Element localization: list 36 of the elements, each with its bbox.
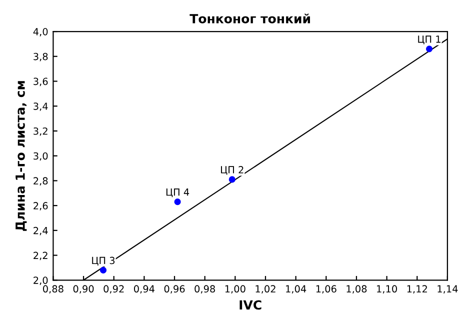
chart-title: Тонконог тонкий: [190, 14, 310, 24]
y-tick-label: 3,4: [34, 102, 48, 111]
y-tick-label: 3,2: [34, 127, 48, 136]
point: [228, 176, 236, 183]
annotation: ЦП 1: [418, 36, 440, 44]
annotation: ЦП 3: [92, 256, 115, 266]
y-tick-label: 3,6: [34, 78, 48, 86]
y-tick-label: 4,0: [33, 28, 48, 36]
x-tick-label: 1,06: [316, 285, 336, 294]
x-tick-label: 0,96: [164, 285, 185, 294]
x-tick-label: 0,98: [194, 285, 215, 294]
y-axis-title: Длина 1-го листа, см: [16, 81, 27, 231]
point: [100, 266, 107, 274]
x-tick-label: 0,90: [73, 285, 94, 294]
x-tick-label: 0,88: [43, 285, 64, 294]
x-tick-label: 1,04: [286, 285, 306, 294]
y-tick-label: 2,4: [34, 226, 48, 236]
point: [174, 198, 181, 206]
x-tick-label: 0,94: [134, 285, 154, 294]
y-tick-label: 3,0: [34, 152, 48, 161]
point: [426, 46, 433, 52]
y-tick-label: 2,0: [34, 276, 48, 285]
x-tick-label: 1,10: [377, 285, 397, 294]
annotation: ЦП 4: [166, 188, 190, 198]
x-tick-label: 1,08: [346, 285, 367, 294]
x-tick-label: 1,02: [256, 285, 276, 294]
x-tick-label: 1,12: [407, 285, 427, 294]
y-tick-label: 3,8: [34, 52, 48, 62]
annotation: ЦП 2: [221, 166, 244, 175]
y-tick-label: 2,8: [34, 177, 48, 186]
y-tick-label: 2,2: [34, 252, 48, 260]
y-tick-label: 2,6: [34, 202, 48, 210]
x-tick-label: 1,00: [225, 285, 246, 294]
x-tick-label: 1,14: [438, 285, 458, 294]
x-axis-title: IVC: [240, 300, 262, 310]
x-tick-label: 0,92: [104, 285, 124, 294]
